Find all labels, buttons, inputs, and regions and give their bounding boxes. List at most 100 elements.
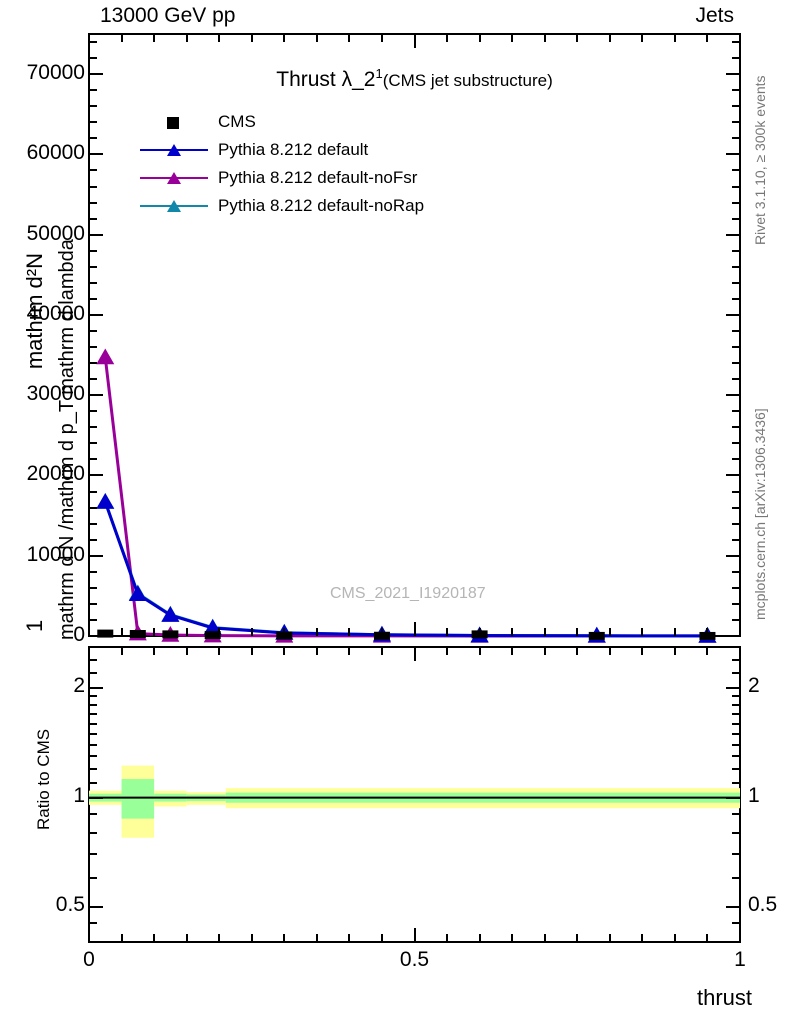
- x-tick-label: 1: [734, 948, 746, 971]
- ratio-y-tick-minor: [89, 695, 97, 698]
- y-tick-minor-right: [732, 378, 740, 381]
- ratio-x-tick-minor-top: [315, 647, 318, 655]
- y-tick-minor-right: [732, 169, 740, 172]
- ratio-x-tick-minor: [478, 934, 481, 942]
- y-tick-label: 50000: [26, 221, 85, 245]
- y-tick-minor-right: [732, 105, 740, 108]
- header-beam-energy: 13000 GeV pp: [100, 4, 236, 27]
- ratio-x-tick-minor-top: [380, 647, 383, 655]
- ratio-x-tick-minor: [315, 934, 318, 942]
- ratio-y-tick-minor-right: [732, 852, 740, 855]
- ratio-x-tick-minor: [576, 934, 579, 942]
- ratio-x-tick-minor: [608, 934, 611, 942]
- x-tick-minor: [348, 628, 351, 636]
- y-tick-major-right: [726, 394, 740, 397]
- x-tick-minor-top: [283, 34, 286, 42]
- x-tick-minor-top: [608, 34, 611, 42]
- y-tick-minor: [89, 137, 97, 140]
- ratio-x-tick-minor: [348, 934, 351, 942]
- y-tick-minor: [89, 265, 97, 268]
- x-tick-major: [88, 622, 90, 636]
- ratio-y-tick-minor-right: [732, 658, 740, 661]
- ratio-y-tick-major-right: [726, 796, 740, 799]
- y-tick-minor: [89, 249, 97, 252]
- y-tick-minor: [89, 538, 97, 541]
- ratio-x-tick-minor-top: [478, 647, 481, 655]
- y-tick-minor: [89, 618, 97, 621]
- ratio-x-tick-minor-top: [641, 647, 644, 655]
- y-tick-major-right: [726, 474, 740, 477]
- y-tick-major-right: [726, 73, 740, 76]
- plot-title-lambda: λ_2: [341, 68, 376, 91]
- y-tick-minor-right: [732, 362, 740, 365]
- ratio-y-tick-minor-right: [732, 922, 740, 925]
- y-tick-minor: [89, 378, 97, 381]
- y-tick-major-right: [726, 313, 740, 316]
- ratio-x-tick-minor-top: [250, 647, 253, 655]
- legend-item-pythia-norap[interactable]: Pythia 8.212 default-noRap: [138, 192, 424, 220]
- y-tick-minor: [89, 346, 97, 349]
- x-tick-minor-top: [478, 34, 481, 42]
- x-tick-minor-top: [446, 34, 449, 42]
- ratio-y-tick-minor: [89, 712, 97, 715]
- x-tick-minor-top: [511, 34, 514, 42]
- ratio-x-tick-minor: [218, 934, 221, 942]
- x-tick-minor: [250, 628, 253, 636]
- ratio-y-tick-major: [89, 687, 103, 690]
- ratio-y-tick-label-right: 2: [748, 674, 760, 698]
- y-tick-label: 20000: [26, 462, 85, 486]
- x-tick-minor: [576, 628, 579, 636]
- x-tick-minor-top: [380, 34, 383, 42]
- y-tick-minor-right: [732, 121, 740, 124]
- legend-item-pythia-default[interactable]: Pythia 8.212 default: [138, 136, 424, 164]
- ratio-y-tick-major-right: [726, 905, 740, 908]
- ratio-y-tick-minor-right: [732, 722, 740, 725]
- plot-title-main: Thrust: [276, 68, 342, 91]
- ratio-x-tick-minor: [250, 934, 253, 942]
- x-tick-minor-top: [315, 34, 318, 42]
- y-tick-major: [89, 153, 103, 156]
- y-tick-minor-right: [732, 329, 740, 332]
- y-tick-minor: [89, 121, 97, 124]
- y-tick-minor-right: [732, 442, 740, 445]
- ratio-y-tick-minor-right: [732, 672, 740, 675]
- y-tick-minor-right: [732, 458, 740, 461]
- ratio-y-tick-minor: [89, 922, 97, 925]
- legend-item-cms[interactable]: CMS: [138, 108, 424, 136]
- x-axis-label: thrust: [696, 985, 752, 1010]
- ratio-y-tick-minor: [89, 813, 97, 816]
- y-tick-minor: [89, 281, 97, 284]
- y-tick-label: 10000: [26, 542, 85, 566]
- y-tick-minor: [89, 586, 97, 589]
- ratio-x-tick-minor: [283, 934, 286, 942]
- ratio-y-tick-minor: [89, 767, 97, 770]
- plot-title-lambda-superscript: 1: [375, 66, 383, 81]
- ratio-x-tick-minor-top: [185, 647, 188, 655]
- ratio-y-tick-minor-right: [732, 732, 740, 735]
- y-tick-minor-right: [732, 185, 740, 188]
- x-tick-major: [413, 622, 416, 636]
- x-tick-minor: [641, 628, 644, 636]
- legend-marker-cms: [138, 112, 210, 132]
- x-tick-major: [739, 622, 741, 636]
- ratio-y-tick-minor-right: [732, 646, 740, 648]
- x-tick-minor-top: [120, 34, 123, 42]
- legend-marker-pythia-nofsr: [138, 168, 210, 188]
- legend-marker-pythia-default: [138, 140, 210, 160]
- ratio-x-tick-major-top: [739, 647, 741, 661]
- y-tick-minor-right: [732, 506, 740, 509]
- ratio-y-tick-minor-right: [732, 712, 740, 715]
- y-tick-minor-right: [732, 490, 740, 493]
- ratio-y-tick-major: [89, 796, 103, 799]
- y-tick-label: 70000: [26, 61, 85, 85]
- y-tick-minor-right: [732, 586, 740, 589]
- y-tick-minor: [89, 169, 97, 172]
- ratio-x-tick-minor-top: [348, 647, 351, 655]
- legend-item-pythia-nofsr[interactable]: Pythia 8.212 default-noFsr: [138, 164, 424, 192]
- y-tick-major-right: [726, 554, 740, 557]
- ratio-x-tick-minor-top: [673, 647, 676, 655]
- y-tick-minor-right: [732, 522, 740, 525]
- ratio-y-tick-minor: [89, 703, 97, 706]
- y-tick-minor: [89, 89, 97, 92]
